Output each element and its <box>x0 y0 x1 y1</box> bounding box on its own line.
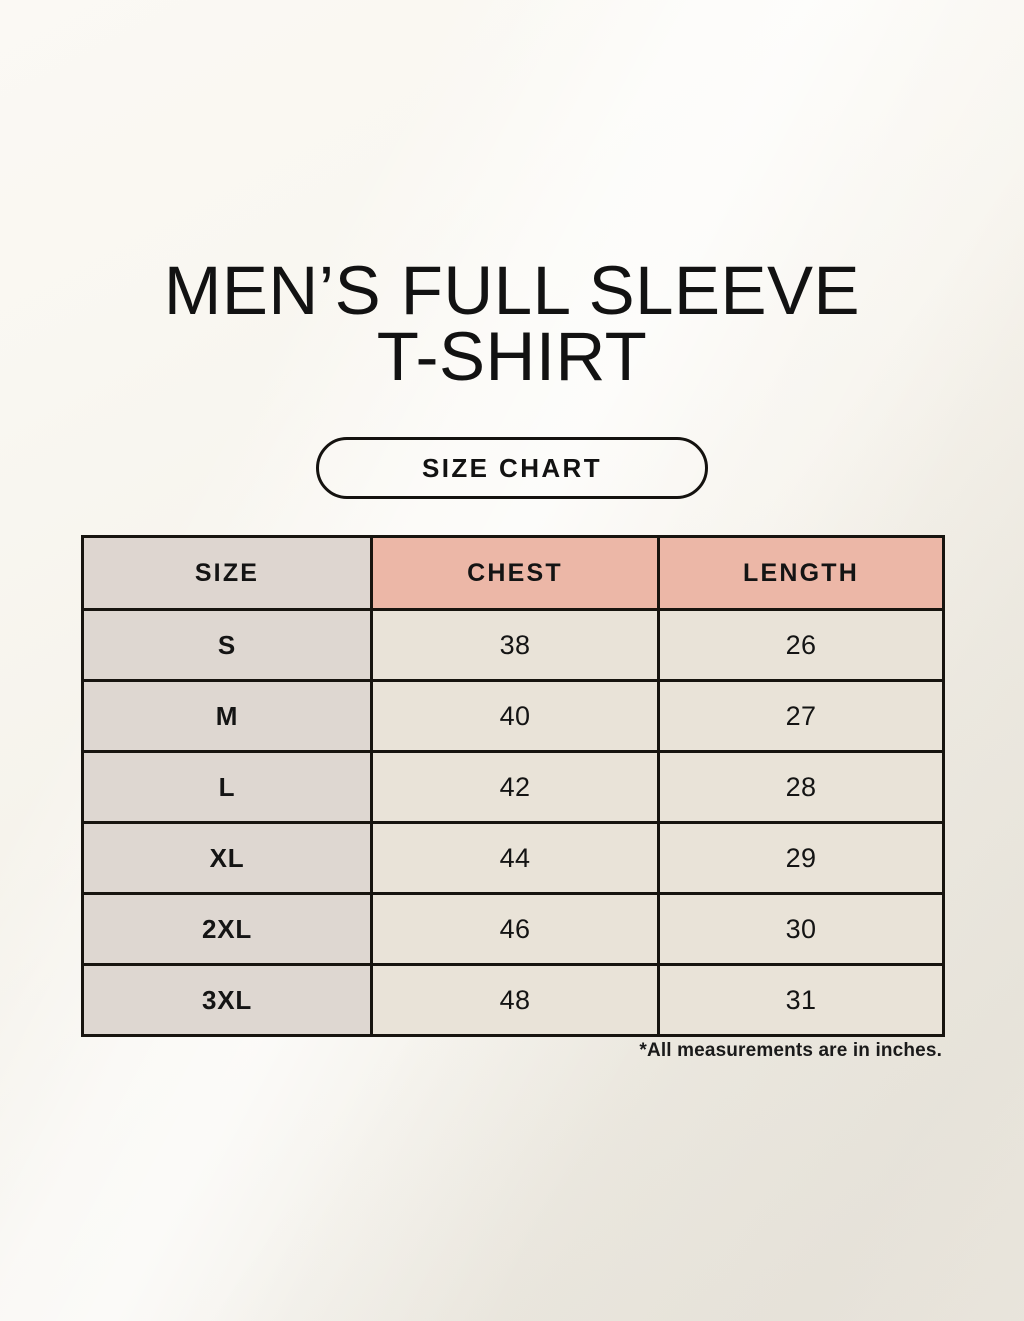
cell-size: XL <box>81 821 373 895</box>
column-header-size: SIZE <box>81 535 373 611</box>
column-header-chest: CHEST <box>370 535 660 611</box>
page-title: MEN’S FULL SLEEVE T-SHIRT <box>0 252 1024 395</box>
cell-chest: 48 <box>370 963 660 1037</box>
measurement-footnote: *All measurements are in inches. <box>639 1040 942 1061</box>
size-chart-badge-container: SIZE CHART <box>0 437 1024 499</box>
table-row: M 40 27 <box>81 679 945 753</box>
table-row: XL 44 29 <box>81 821 945 895</box>
page-title-line-1: MEN’S FULL SLEEVE <box>163 252 861 329</box>
cell-chest: 44 <box>370 821 660 895</box>
column-header-length: LENGTH <box>657 535 945 611</box>
cell-chest: 38 <box>370 608 660 682</box>
table-body: S 38 26 M 40 27 L 42 28 XL 44 29 2XL 46 <box>81 608 945 1037</box>
cell-length: 31 <box>657 963 945 1037</box>
page-title-line-2: T-SHIRT <box>376 318 648 395</box>
cell-length: 28 <box>657 750 945 824</box>
cell-size: 3XL <box>81 963 373 1037</box>
table-row: S 38 26 <box>81 608 945 682</box>
cell-size: S <box>81 608 373 682</box>
cell-size: 2XL <box>81 892 373 966</box>
cell-length: 26 <box>657 608 945 682</box>
cell-length: 29 <box>657 821 945 895</box>
table-header-row: SIZE CHEST LENGTH <box>81 535 945 611</box>
table-row: 3XL 48 31 <box>81 963 945 1037</box>
cell-chest: 46 <box>370 892 660 966</box>
cell-length: 30 <box>657 892 945 966</box>
table-row: 2XL 46 30 <box>81 892 945 966</box>
size-chart-badge: SIZE CHART <box>316 437 708 499</box>
table-header: SIZE CHEST LENGTH <box>81 535 945 611</box>
cell-chest: 42 <box>370 750 660 824</box>
cell-length: 27 <box>657 679 945 753</box>
cell-size: M <box>81 679 373 753</box>
cell-size: L <box>81 750 373 824</box>
size-chart-table: SIZE CHEST LENGTH S 38 26 M 40 27 L 42 2… <box>81 535 945 1037</box>
table-row: L 42 28 <box>81 750 945 824</box>
cell-chest: 40 <box>370 679 660 753</box>
